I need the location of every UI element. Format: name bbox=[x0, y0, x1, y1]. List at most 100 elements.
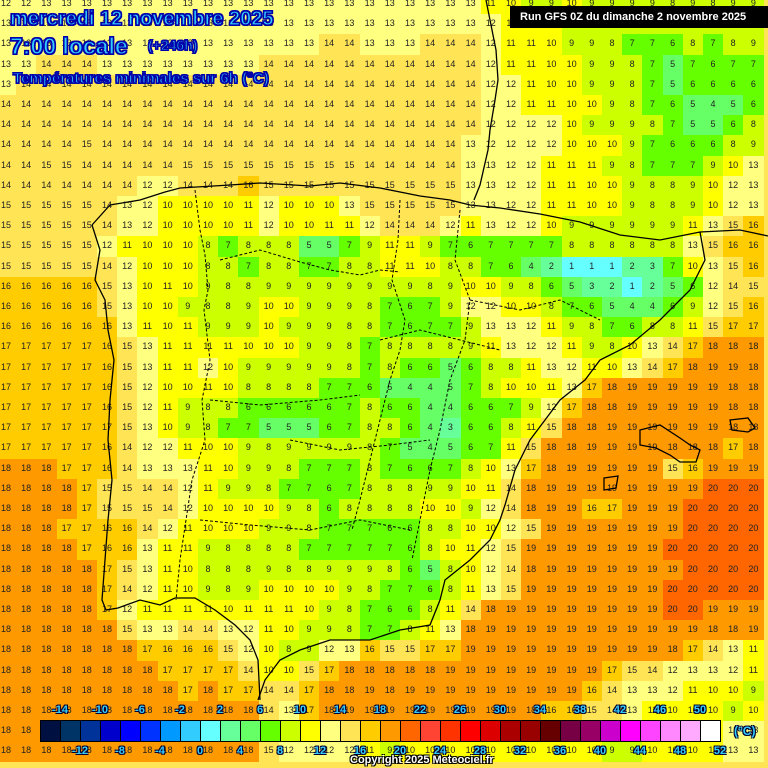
grid-cell bbox=[440, 95, 462, 116]
grid-value: 8 bbox=[629, 99, 635, 109]
grid-value: 14 bbox=[101, 139, 112, 150]
grid-value: 7 bbox=[670, 119, 676, 130]
legend-swatch bbox=[601, 721, 621, 741]
grid-value: 8 bbox=[508, 422, 514, 433]
grid-value: 5 bbox=[306, 422, 312, 433]
grid-value: 12 bbox=[526, 321, 537, 332]
grid-cell bbox=[0, 115, 17, 137]
grid-value: 19 bbox=[647, 644, 658, 655]
grid-value: 14 bbox=[283, 119, 294, 130]
grid-value: 13 bbox=[223, 38, 234, 49]
grid-value: 18 bbox=[728, 341, 739, 352]
grid-cell bbox=[581, 54, 603, 76]
grid-value: 6 bbox=[306, 402, 312, 412]
grid-value: 6 bbox=[670, 99, 676, 109]
legend-label-top: 38 bbox=[573, 704, 587, 716]
grid-value: 19 bbox=[546, 604, 557, 614]
grid-value: 17 bbox=[728, 442, 739, 453]
grid-value: 9 bbox=[266, 280, 272, 291]
grid-cell bbox=[218, 54, 240, 76]
grid-cell bbox=[662, 54, 684, 76]
grid-value: 19 bbox=[728, 361, 739, 372]
grid-value: 20 bbox=[687, 523, 698, 534]
grid-cell bbox=[743, 74, 765, 96]
grid-value: 4 bbox=[427, 422, 433, 433]
grid-value: 16 bbox=[21, 301, 32, 311]
grid-cell bbox=[36, 155, 58, 177]
grid-value: 19 bbox=[586, 604, 597, 614]
grid-cell bbox=[420, 74, 442, 96]
grid-cell bbox=[622, 34, 644, 56]
grid-cell bbox=[198, 74, 219, 96]
grid-value: 17 bbox=[101, 422, 112, 433]
grid-value: 13 bbox=[182, 58, 193, 69]
grid-value: 11 bbox=[546, 99, 557, 109]
grid-cell bbox=[56, 135, 78, 157]
grid-cell bbox=[400, 54, 421, 76]
grid-value: 8 bbox=[245, 240, 251, 251]
grid-value: 6 bbox=[407, 604, 413, 614]
grid-value: 9 bbox=[427, 240, 433, 251]
grid-value: 12 bbox=[263, 220, 274, 231]
grid-value: 12 bbox=[162, 523, 173, 534]
grid-value: 16 bbox=[122, 543, 133, 554]
grid-value: 10 bbox=[485, 280, 496, 291]
grid-value: 7 bbox=[346, 402, 352, 412]
grid-value: 16 bbox=[243, 179, 254, 190]
grid-cell bbox=[703, 74, 724, 96]
grid-value: 13 bbox=[142, 563, 153, 574]
grid-value: 13 bbox=[364, 38, 375, 49]
grid-value: 12 bbox=[182, 503, 193, 513]
grid-value: 17 bbox=[566, 402, 577, 412]
grid-value: 10 bbox=[283, 341, 294, 352]
grid-value: 8 bbox=[367, 402, 373, 412]
grid-value: 15 bbox=[122, 361, 133, 372]
grid-cell bbox=[501, 74, 522, 96]
grid-value: 19 bbox=[425, 684, 436, 695]
grid-value: 11 bbox=[183, 361, 193, 372]
grid-value: 19 bbox=[606, 583, 617, 594]
grid-value: 13 bbox=[122, 0, 133, 8]
grid-value: 19 bbox=[748, 462, 759, 473]
grid-value: 18 bbox=[485, 604, 496, 614]
grid-cell bbox=[379, 155, 401, 177]
grid-cell bbox=[218, 135, 240, 157]
grid-value: 19 bbox=[546, 543, 557, 554]
grid-value: 12 bbox=[21, 0, 32, 8]
grid-cell bbox=[703, 54, 724, 76]
grid-value: 8 bbox=[427, 604, 433, 614]
grid-value: 15 bbox=[122, 624, 133, 635]
grid-value: 11 bbox=[405, 240, 415, 251]
grid-value: 15 bbox=[101, 280, 112, 291]
grid-value: 18 bbox=[101, 664, 112, 675]
grid-value: 19 bbox=[647, 503, 658, 513]
grid-value: 4 bbox=[447, 402, 453, 412]
legend-swatch bbox=[201, 721, 221, 741]
grid-value: 19 bbox=[364, 684, 375, 695]
grid-value: 18 bbox=[425, 664, 436, 675]
grid-value: 6 bbox=[286, 402, 292, 412]
grid-value: 19 bbox=[566, 604, 577, 614]
grid-value: 15 bbox=[202, 159, 213, 170]
grid-value: 9 bbox=[589, 38, 595, 49]
grid-value: 13 bbox=[465, 0, 476, 8]
grid-value: 11 bbox=[465, 583, 476, 594]
grid-value: 18 bbox=[41, 543, 52, 554]
grid-value: 19 bbox=[647, 604, 658, 614]
grid-value: 16 bbox=[41, 301, 52, 311]
grid-value: 12 bbox=[485, 38, 496, 49]
grid-value: 18 bbox=[586, 402, 597, 412]
grid-cell bbox=[642, 34, 664, 56]
grid-value: 18 bbox=[101, 624, 112, 635]
grid-value: 19 bbox=[606, 604, 617, 614]
legend-swatch bbox=[101, 721, 121, 741]
grid-value: 15 bbox=[41, 220, 52, 231]
grid-cell bbox=[339, 0, 361, 15]
grid-value: 13 bbox=[283, 0, 294, 8]
grid-value: 18 bbox=[41, 604, 52, 614]
grid-value: 7 bbox=[326, 381, 332, 392]
grid-value: 12 bbox=[505, 99, 516, 109]
grid-value: 14 bbox=[202, 179, 213, 190]
grid-value: 14 bbox=[223, 139, 234, 150]
grid-value: 19 bbox=[667, 422, 678, 433]
